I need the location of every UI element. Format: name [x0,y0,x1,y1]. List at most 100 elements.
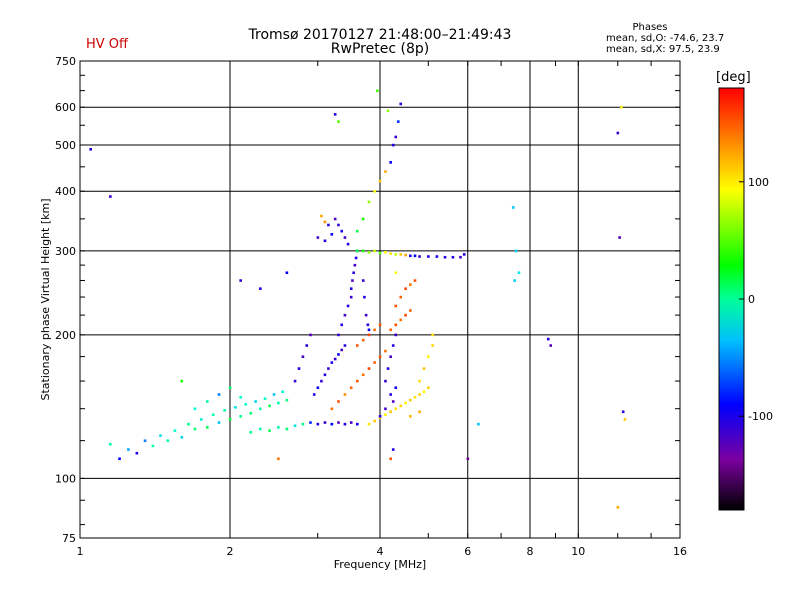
data-point [376,89,379,93]
data-point [217,393,221,396]
data-point [384,170,387,173]
data-point [431,333,434,337]
data-point [333,113,337,116]
phases-o-stats: mean, sd,O: -74.6, 23.7 [606,33,725,44]
data-point [418,410,421,414]
data-point [205,426,209,429]
data-point [343,422,347,426]
data-point [394,135,398,139]
data-point [404,253,407,257]
data-point [337,333,340,337]
data-point [361,249,365,253]
hv-status-label: HV Off [86,37,128,52]
data-point [391,448,395,451]
axis-labels: 1 2 4 6 8 10 16 75 100 200 300 400 500 600 750 Frequenc… [39,55,687,571]
data-point [312,393,316,396]
data-point [327,367,330,370]
data-point [373,361,376,364]
data-point [180,436,184,439]
data-point [346,304,350,308]
data-point [367,333,371,337]
data-point [366,323,370,327]
data-point [517,271,521,275]
data-point [277,401,280,405]
data-point [409,415,412,418]
data-point [422,367,426,370]
data-point [355,249,359,253]
data-point [389,355,392,359]
y-tick-label: 100 [55,472,76,485]
data-point [514,249,518,253]
x-tick-label: 10 [571,545,585,558]
axis-ticks [79,61,680,538]
data-point [384,407,387,411]
chart-title: Tromsø 20170127 21:48:00–21:49:43 [248,27,512,43]
data-point [263,397,267,400]
data-point [378,416,382,420]
data-point [323,373,327,377]
phases-title: Phases [632,22,668,33]
data-point [384,349,387,353]
data-point [355,379,359,383]
colorbar-tick-label: -100 [748,410,773,423]
data-point [399,295,403,299]
y-tick-label: 500 [55,139,76,152]
data-point [337,421,340,424]
data-point [239,279,242,282]
data-point [349,287,353,290]
data-point [418,393,421,396]
data-point [394,323,398,327]
data-point [323,421,327,424]
data-point [394,271,398,275]
data-point [127,448,130,451]
data-point [355,422,359,426]
data-point [187,422,190,426]
data-point [351,279,354,282]
data-point [431,344,434,347]
data-point [386,109,390,113]
data-point [180,379,184,383]
data-point [268,429,271,432]
data-point [343,344,347,347]
data-point [228,386,232,390]
data-point [616,506,620,509]
data-point [396,120,400,123]
data-point [389,393,392,396]
x-tick-label: 4 [377,545,384,558]
x-axis-label: Frequency [MHz] [334,558,426,571]
data-point [244,403,248,406]
data-point [355,229,359,233]
data-point [399,404,403,408]
data-point [422,390,426,394]
data-point [337,353,340,356]
data-point [205,400,209,403]
data-point [323,239,327,243]
data-point [363,295,366,299]
data-point [443,255,447,259]
data-point [346,242,350,246]
data-point [337,400,340,403]
data-point [399,318,403,322]
data-point [249,411,253,415]
data-point [343,393,347,396]
data-point [391,344,395,347]
data-point [305,344,309,347]
data-point [616,131,620,135]
data-point [427,386,430,390]
data-point [239,395,242,399]
colorbar-tick-label: 100 [748,176,769,189]
data-point [234,406,237,409]
data-point [384,251,387,254]
data-point [404,287,407,290]
x-tick-label: 8 [527,545,534,558]
data-point [367,422,371,426]
colorbar-tick-label: 0 [748,293,755,306]
data-point [166,439,170,443]
data-point [394,304,398,308]
data-point [427,355,430,359]
data-point [193,427,197,431]
data-point [349,386,353,390]
data-point [394,386,398,390]
data-point [511,206,515,209]
data-point [355,344,359,347]
